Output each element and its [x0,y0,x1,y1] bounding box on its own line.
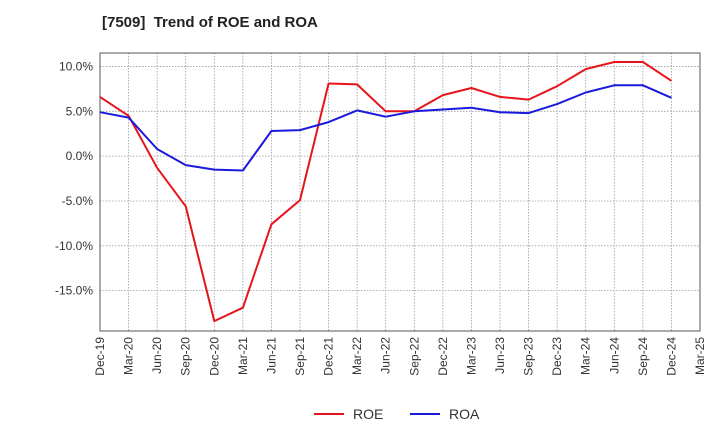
x-tick-label: Dec-20 [207,337,221,376]
series-line-roa [99,84,672,172]
x-tick-label: Sep-24 [636,337,650,376]
x-tick-label: Dec-22 [436,337,450,376]
x-tick-label: Jun-24 [607,337,621,374]
y-tick-label: 5.0% [66,104,94,118]
plot-area [100,53,700,331]
x-tick-label: Jun-23 [493,337,507,374]
x-tick-label: Jun-20 [150,337,164,374]
x-tick-label: Mar-25 [693,337,707,375]
x-tick-label: Mar-22 [350,337,364,375]
y-tick-label: 0.0% [66,149,94,163]
x-tick-label: Sep-21 [293,337,307,376]
x-tick-label: Sep-20 [179,337,193,376]
legend-label-roa: ROA [449,406,480,422]
chart-title: [7509] Trend of ROE and ROA [102,14,318,31]
x-tick-label: Dec-19 [93,337,107,376]
x-tick-label: Mar-21 [236,337,250,375]
y-tick-label: -5.0% [62,194,94,208]
x-tick-label: Sep-23 [522,337,536,376]
legend-label-roe: ROE [353,406,383,422]
x-tick-label: Mar-23 [464,337,478,375]
y-tick-label: -15.0% [55,284,93,298]
x-tick-label: Jun-21 [264,337,278,374]
x-tick-label: Mar-24 [579,337,593,375]
x-tick-label: Mar-20 [122,337,136,375]
x-tick-label: Dec-21 [322,337,336,376]
y-tick-label: -10.0% [55,239,93,253]
plot-border [99,52,701,332]
x-tick-label: Jun-22 [379,337,393,374]
x-tick-label: Sep-22 [407,337,421,376]
x-tick-label: Dec-24 [664,337,678,376]
x-tick-label: Dec-23 [550,337,564,376]
series-line-roe [99,61,672,323]
y-tick-label: 10.0% [59,59,93,73]
